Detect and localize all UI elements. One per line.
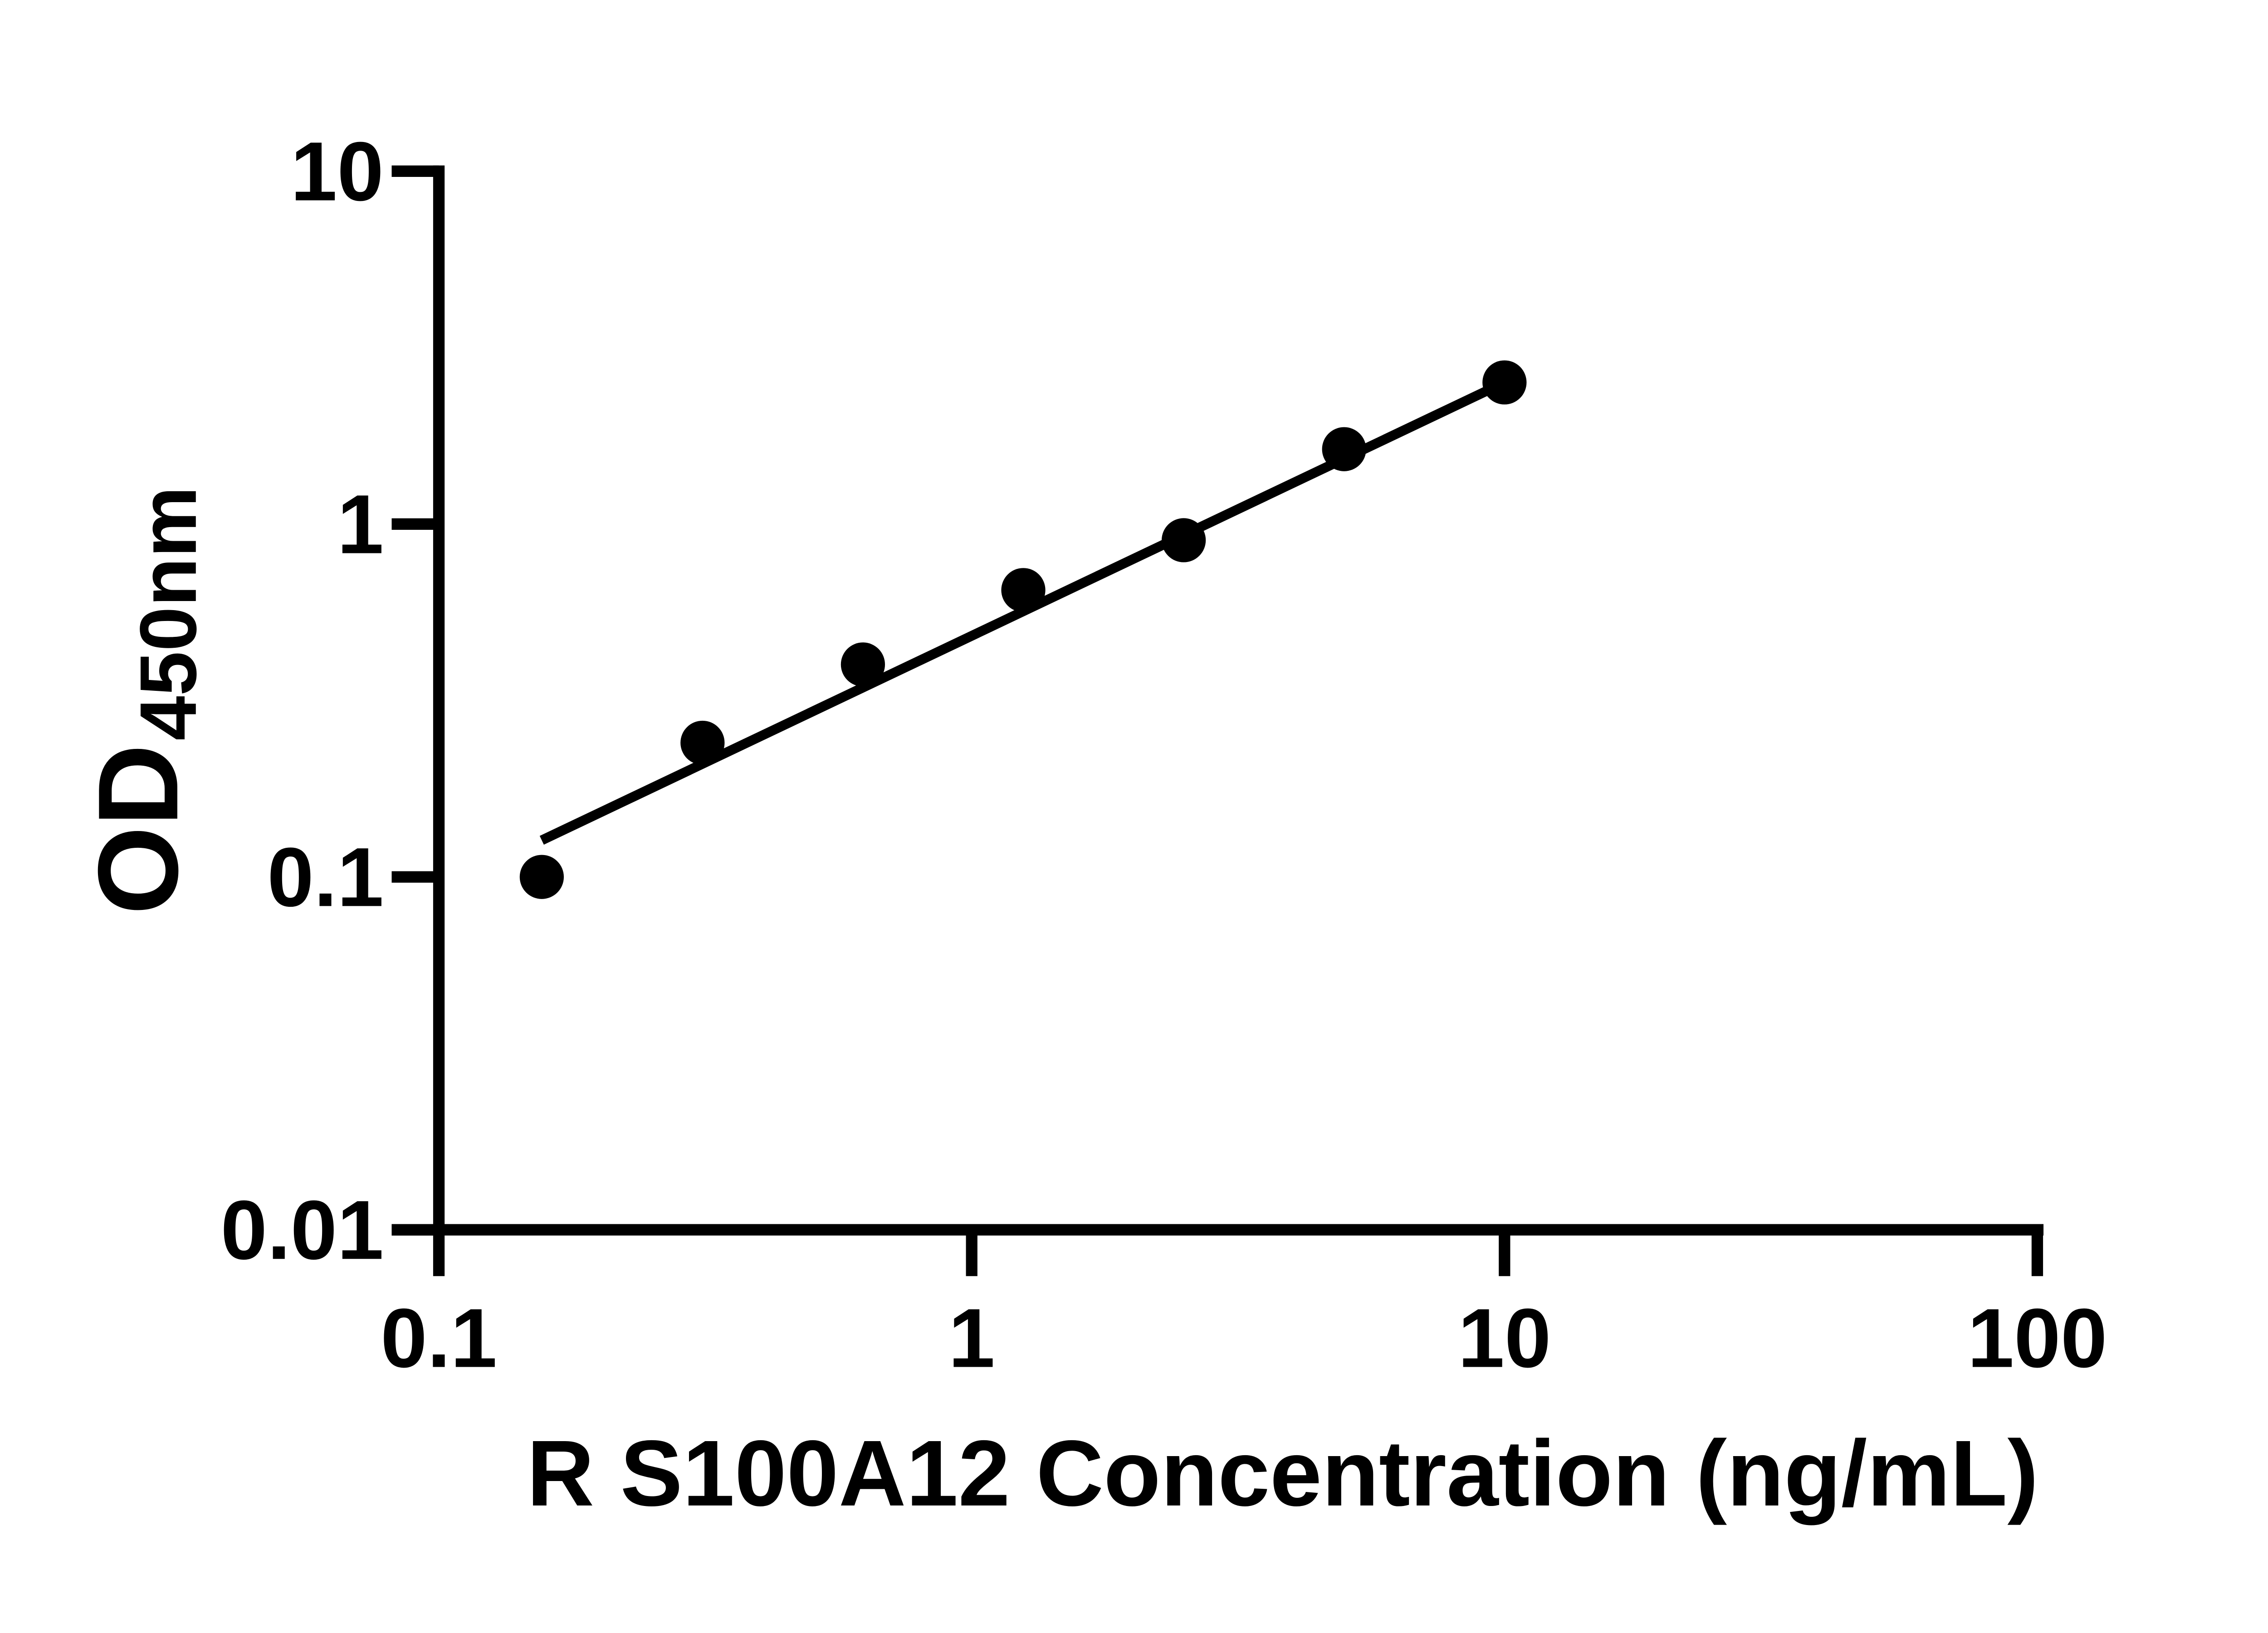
x-tick-label-0.1: 0.1: [381, 1292, 497, 1385]
y-tick-label-1: 1: [337, 478, 384, 571]
data-point-6: [1322, 427, 1366, 471]
data-point-4: [1001, 568, 1046, 612]
x-tick-label-1: 1: [948, 1292, 995, 1385]
y-tick-label-0.01: 0.01: [220, 1183, 384, 1277]
axes-layer: 10 1 0.1 0.01 0.1 1 10 100: [220, 125, 2107, 1385]
x-tick-label-100: 100: [1967, 1292, 2107, 1385]
y-axis-title-subscript: 450nm: [123, 486, 213, 741]
data-series-layer: [519, 360, 1527, 899]
data-point-2: [680, 720, 725, 765]
x-axis-title: R S100A12 Concentration (ng/mL): [527, 1421, 2038, 1525]
y-axis-title: OD450nm: [75, 486, 213, 915]
y-tick-label-10: 10: [290, 125, 384, 219]
y-tick-label-0.1: 0.1: [267, 831, 384, 924]
data-point-3: [841, 642, 885, 687]
y-axis-title-main: OD: [75, 744, 202, 914]
data-point-5: [1161, 518, 1206, 562]
x-tick-label-10: 10: [1458, 1292, 1551, 1385]
data-point-1: [519, 855, 564, 899]
data-point-7: [1482, 360, 1527, 405]
